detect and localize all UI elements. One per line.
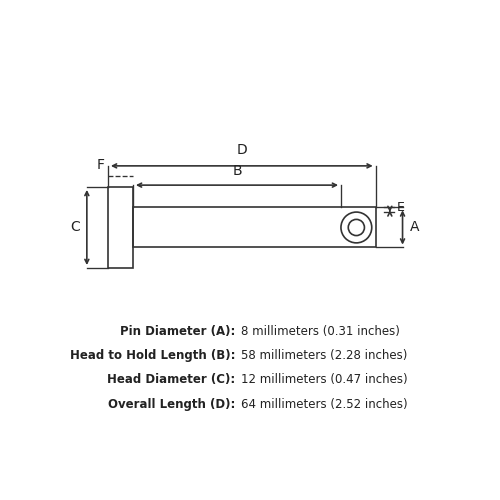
Text: E: E xyxy=(396,202,404,214)
Text: F: F xyxy=(97,158,105,172)
Text: D: D xyxy=(236,144,247,158)
Text: 58 millimeters (2.28 inches): 58 millimeters (2.28 inches) xyxy=(241,349,407,362)
Text: 8 millimeters (0.31 inches): 8 millimeters (0.31 inches) xyxy=(241,325,400,338)
Text: Head Diameter (C):: Head Diameter (C): xyxy=(107,374,235,386)
Text: A: A xyxy=(410,220,419,234)
Bar xyxy=(108,187,133,268)
Text: Pin Diameter (A):: Pin Diameter (A): xyxy=(120,325,235,338)
Text: Overall Length (D):: Overall Length (D): xyxy=(108,398,235,410)
Text: C: C xyxy=(70,220,80,234)
Text: 64 millimeters (2.52 inches): 64 millimeters (2.52 inches) xyxy=(241,398,408,410)
Text: 12 millimeters (0.47 inches): 12 millimeters (0.47 inches) xyxy=(241,374,408,386)
Text: B: B xyxy=(232,164,242,178)
Bar xyxy=(133,208,376,248)
Text: Head to Hold Length (B):: Head to Hold Length (B): xyxy=(70,349,235,362)
